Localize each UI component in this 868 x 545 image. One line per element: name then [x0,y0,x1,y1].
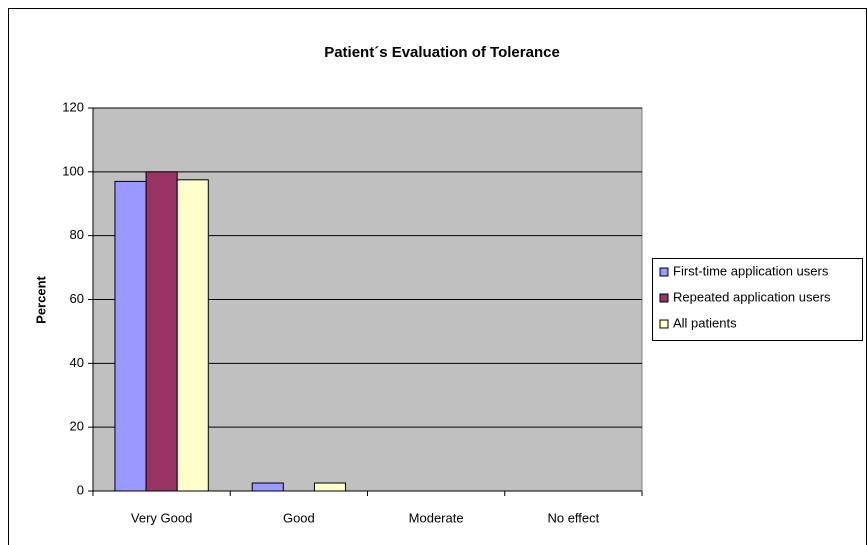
x-tick-label: Moderate [409,510,464,525]
y-tick-label: 80 [70,227,84,242]
legend-label: First-time application users [673,263,829,278]
y-tick-label: 0 [77,482,84,497]
x-tick-label: Good [283,510,315,525]
legend [652,258,863,341]
x-tick-label: Very Good [131,510,192,525]
bar [145,171,178,492]
y-tick-label: 120 [62,99,84,114]
chart-title: Patient´s Evaluation of Tolerance [324,44,560,61]
legend-label: All patients [673,315,737,330]
legend-label: Repeated application users [673,289,831,304]
legend-swatch [659,293,669,303]
y-tick-label: 40 [70,355,84,370]
y-tick-label: 100 [62,163,84,178]
y-tick-label: 20 [70,419,84,434]
legend-swatch [659,267,669,277]
legend-swatch [659,319,669,329]
x-tick-label: No effect [547,510,599,525]
bar [176,179,209,492]
y-axis-label: Percent [33,275,48,323]
bar [313,482,347,492]
bar [114,180,147,492]
y-tick-label: 60 [70,291,84,306]
bar [251,482,284,492]
